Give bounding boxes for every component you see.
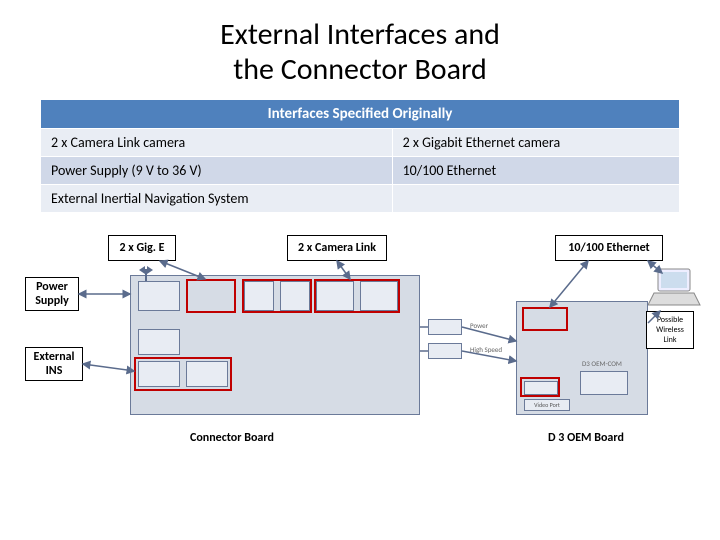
mid-conn (428, 343, 462, 359)
cell: 2 x Gigabit Ethernet camera (392, 129, 679, 157)
cell: External Inertial Navigation System (41, 185, 393, 213)
eth-label-box: 10/100 Ethernet (555, 235, 663, 261)
laptop-icon (648, 267, 704, 311)
arrow (145, 269, 147, 281)
page-title: External Interfaces and the Connector Bo… (0, 0, 720, 99)
power-label: Power Supply (35, 280, 69, 308)
wireless-label: Possible Wireless Link (656, 315, 684, 345)
tiny-power: Power (470, 321, 488, 330)
camlink-label-box: 2 x Camera Link (287, 235, 387, 261)
connector-caption: Connector Board (190, 431, 274, 445)
red-camlink-ports (314, 279, 400, 313)
ins-label-box: External INS (25, 347, 83, 381)
red-d3-port (520, 377, 560, 397)
eth-label: 10/100 Ethernet (568, 241, 649, 255)
d3-chip-label: D3 OEM-COM (582, 359, 622, 368)
interfaces-table: Interfaces Specified Originally 2 x Came… (40, 99, 680, 213)
tiny-hs: High Speed (470, 345, 502, 354)
cell (392, 185, 679, 213)
wireless-box: Possible Wireless Link (646, 311, 694, 349)
d3-caption: D 3 OEM Board (548, 431, 624, 445)
cell: 10/100 Ethernet (392, 157, 679, 185)
d3-vport: Video Port (524, 399, 570, 411)
gige-label-box: 2 x Gig. E (108, 235, 176, 261)
red-gige-ports (186, 279, 236, 313)
comp-box (138, 281, 180, 311)
ins-label: External INS (34, 350, 75, 378)
diagram-area: 2 x Gig. E 2 x Camera Link 10/100 Ethern… (0, 231, 720, 501)
power-label-box: Power Supply (25, 277, 79, 311)
d3-comp (580, 371, 628, 395)
table-header: Interfaces Specified Originally (41, 100, 680, 129)
title-line2: the Connector Board (233, 51, 487, 88)
mid-conn (428, 319, 462, 335)
cell: Power Supply (9 V to 36 V) (41, 157, 393, 185)
cell: 2 x Camera Link camera (41, 129, 393, 157)
gige-label: 2 x Gig. E (119, 241, 164, 255)
camlink-label: 2 x Camera Link (298, 241, 376, 255)
title-line1: External Interfaces and (220, 16, 500, 53)
comp-box (138, 329, 180, 355)
red-hdmi (242, 279, 312, 313)
red-ins-ports (134, 357, 232, 391)
red-d3-eth (522, 307, 568, 331)
